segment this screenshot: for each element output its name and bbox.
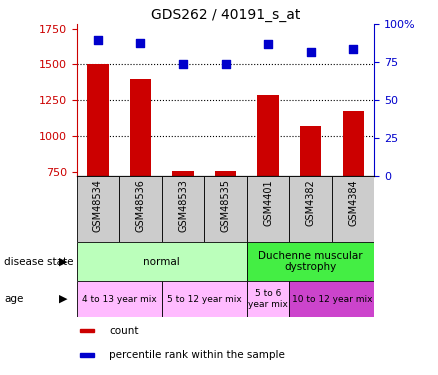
Bar	[80, 328, 94, 333]
Text: GSM4401: GSM4401	[263, 179, 273, 225]
Text: 5 to 6
year mix: 5 to 6 year mix	[248, 290, 288, 309]
Bar	[77, 281, 162, 317]
Text: GSM48533: GSM48533	[178, 179, 188, 232]
Text: GSM48534: GSM48534	[93, 179, 103, 232]
Bar	[162, 281, 247, 317]
Bar	[258, 94, 279, 176]
Bar	[130, 79, 151, 176]
Point	[265, 41, 272, 47]
Point	[137, 40, 144, 46]
Text: percentile rank within the sample: percentile rank within the sample	[110, 350, 285, 360]
Bar	[247, 176, 290, 242]
Text: GSM4384: GSM4384	[348, 179, 358, 225]
Bar	[247, 242, 374, 281]
Text: age: age	[4, 294, 24, 304]
Point	[180, 61, 187, 67]
Bar	[343, 111, 364, 176]
Bar	[300, 126, 321, 176]
Bar	[119, 176, 162, 242]
Text: GSM48535: GSM48535	[221, 179, 230, 232]
Bar	[77, 176, 119, 242]
Bar	[77, 242, 247, 281]
Bar	[173, 171, 194, 176]
Text: 10 to 12 year mix: 10 to 12 year mix	[292, 295, 372, 304]
Bar	[162, 176, 204, 242]
Point	[350, 46, 357, 52]
Text: 5 to 12 year mix: 5 to 12 year mix	[167, 295, 242, 304]
Bar	[87, 64, 109, 176]
Bar	[290, 176, 332, 242]
Text: GSM48536: GSM48536	[135, 179, 145, 232]
Text: count: count	[110, 326, 139, 336]
Text: Duchenne muscular
dystrophy: Duchenne muscular dystrophy	[258, 251, 363, 272]
Bar	[290, 281, 374, 317]
Title: GDS262 / 40191_s_at: GDS262 / 40191_s_at	[151, 8, 300, 22]
Bar	[247, 281, 290, 317]
Bar	[80, 353, 94, 357]
Bar	[204, 176, 247, 242]
Text: normal: normal	[143, 256, 180, 267]
Point	[95, 37, 102, 43]
Bar	[215, 171, 236, 176]
Text: ▶: ▶	[59, 256, 68, 267]
Bar	[332, 176, 374, 242]
Text: disease state: disease state	[4, 256, 74, 267]
Text: 4 to 13 year mix: 4 to 13 year mix	[82, 295, 156, 304]
Text: GSM4382: GSM4382	[306, 179, 316, 226]
Point	[307, 49, 314, 55]
Text: ▶: ▶	[59, 294, 68, 304]
Point	[222, 61, 229, 67]
